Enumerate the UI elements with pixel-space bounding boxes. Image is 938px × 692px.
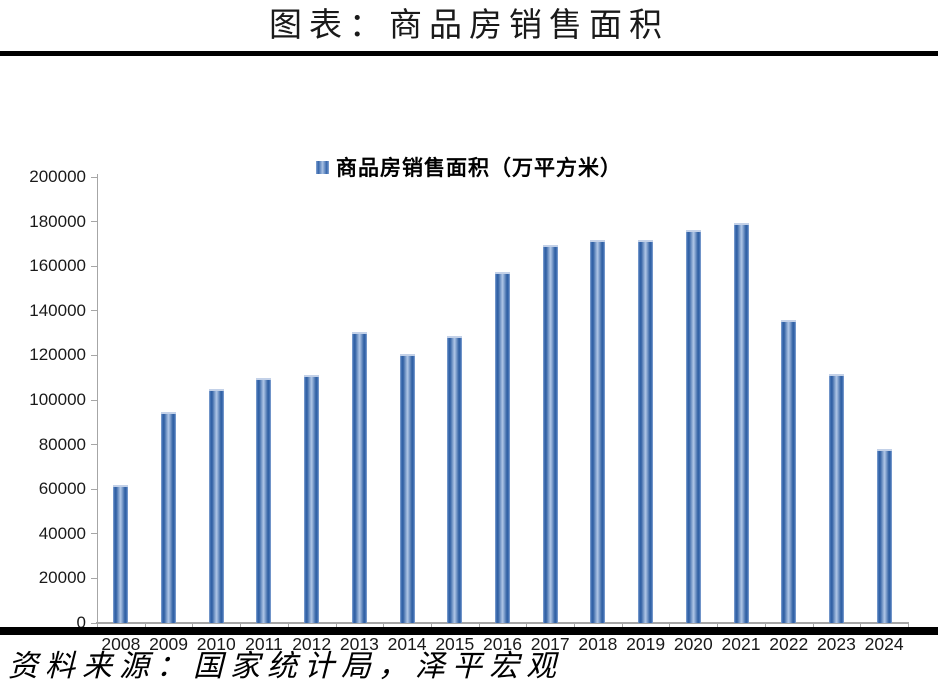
chart-region: 商品房销售面积（万平方米） 0 20000 40000 60000 80000 10000… — [0, 57, 938, 654]
x-label-2010: 2010 — [196, 634, 236, 654]
y-tick-label: 80000 — [38, 434, 86, 454]
y-tick — [91, 622, 97, 624]
x-label-2021: 2021 — [721, 634, 761, 654]
bar-2016 — [495, 272, 510, 623]
bar-2014 — [399, 353, 415, 623]
y-tick-label: 200000 — [29, 167, 86, 186]
x-label-2024: 2024 — [864, 634, 904, 654]
y-tick-label: 20000 — [38, 568, 86, 588]
y-tick — [91, 399, 97, 401]
source-note: 资料来源：国家统计局，泽平宏观 — [8, 650, 563, 683]
bar-2017 — [542, 245, 558, 623]
x-tick — [526, 624, 528, 629]
bar-2011 — [256, 377, 272, 623]
chart-title: 图表：商品房销售面积 — [269, 8, 669, 44]
x-label-2015: 2015 — [435, 634, 475, 654]
y-tick — [91, 488, 97, 490]
x-tick — [621, 624, 623, 629]
bar-2020 — [685, 230, 701, 623]
y-tick — [91, 354, 97, 356]
y-tick — [91, 444, 97, 446]
bar-2009 — [161, 411, 177, 623]
x-label-2008: 2008 — [101, 634, 141, 654]
y-tick-label: 100000 — [29, 390, 86, 409]
bar-2010 — [208, 389, 224, 623]
x-axis-line — [96, 622, 909, 624]
x-label-2009: 2009 — [149, 634, 189, 654]
x-tick — [860, 624, 862, 629]
y-tick-label: 160000 — [29, 256, 86, 276]
y-tick-label: 60000 — [38, 479, 86, 499]
x-label-2013: 2013 — [339, 634, 379, 654]
x-label-2016: 2016 — [483, 634, 522, 654]
y-tick — [91, 533, 97, 535]
bar-2008 — [113, 484, 129, 623]
top-rule — [0, 51, 938, 56]
x-tick — [287, 624, 289, 629]
x-tick — [478, 624, 480, 629]
x-tick — [430, 624, 432, 629]
x-label-2020: 2020 — [673, 634, 713, 654]
x-tick — [717, 624, 719, 629]
y-tick — [91, 310, 97, 312]
x-label-2017: 2017 — [530, 634, 570, 654]
x-label-2023: 2023 — [816, 634, 856, 654]
bar-2022 — [781, 320, 797, 623]
y-tick — [91, 176, 97, 178]
y-tick-label: 120000 — [29, 345, 86, 365]
x-label-2022: 2022 — [769, 634, 809, 654]
bar-2024 — [876, 449, 892, 623]
bar-2013 — [351, 331, 367, 623]
x-label-2012: 2012 — [292, 634, 332, 654]
y-tick-label: 140000 — [29, 300, 86, 320]
x-tick — [383, 624, 385, 629]
y-tick — [91, 265, 97, 267]
x-tick — [574, 624, 576, 629]
legend-label: 商品房销售面积（万平方米） — [336, 156, 622, 180]
x-label-2018: 2018 — [578, 634, 618, 654]
legend-swatch-icon — [316, 160, 329, 174]
y-tick-label: 180000 — [29, 211, 86, 231]
bar-2019 — [638, 240, 654, 623]
x-tick — [764, 624, 766, 629]
y-tick — [91, 221, 97, 223]
x-tick — [812, 624, 814, 629]
legend: 商品房销售面积（万平方米） — [0, 152, 938, 182]
x-tick — [908, 624, 909, 629]
bar-2015 — [447, 336, 463, 623]
bar-2018 — [590, 240, 606, 623]
x-tick — [240, 624, 242, 629]
y-tick-label: 0 — [76, 613, 86, 632]
bottom-rule — [0, 627, 938, 635]
y-tick-label: 40000 — [38, 523, 86, 543]
x-label-2014: 2014 — [387, 634, 427, 654]
x-label-2011: 2011 — [245, 634, 283, 654]
bar-2023 — [828, 373, 844, 623]
x-tick — [192, 624, 194, 629]
bar-2012 — [304, 374, 320, 623]
y-axis-line — [97, 174, 98, 623]
x-tick — [669, 624, 671, 629]
bar-2021 — [733, 222, 749, 623]
x-label-2019: 2019 — [626, 634, 666, 654]
y-tick — [91, 577, 97, 579]
x-tick — [97, 624, 98, 629]
plot-area — [97, 177, 908, 623]
x-tick — [144, 624, 146, 629]
x-tick — [335, 624, 337, 629]
